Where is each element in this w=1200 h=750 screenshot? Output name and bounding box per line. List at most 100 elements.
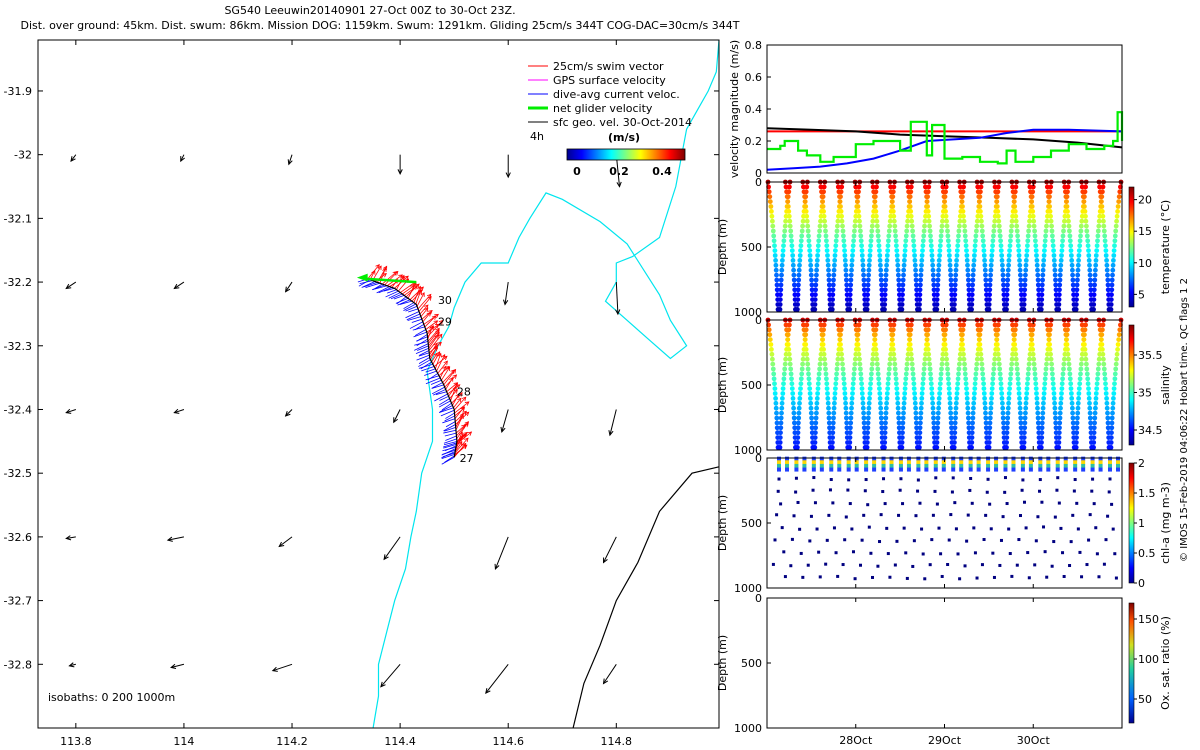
salinity-point (882, 435, 888, 440)
salinity-point (1043, 371, 1048, 377)
salinity-point (773, 405, 779, 411)
salinity-point (1098, 332, 1104, 338)
temperature-point (942, 204, 948, 209)
salinity-point (891, 356, 897, 362)
swim-vector (416, 292, 425, 307)
salinity-point (1114, 351, 1120, 357)
temperature-point (1056, 292, 1062, 298)
salinity-point (1077, 376, 1083, 382)
temperature-point (1015, 238, 1021, 244)
temperature-point (835, 223, 840, 229)
salinity-point (875, 366, 881, 372)
salinity-point (1103, 391, 1109, 396)
geo-vector (65, 535, 76, 541)
temperature-point (995, 209, 1001, 214)
temperature-point (912, 253, 917, 258)
salinity-point (834, 371, 839, 377)
salinity-point (905, 322, 911, 328)
velocity-ytick-label: 0.4 (745, 103, 763, 116)
temperature-point (1104, 258, 1109, 263)
chl-point (867, 525, 871, 529)
temperature-point (826, 272, 832, 278)
salinity-point (812, 435, 818, 440)
temperature-point (952, 287, 958, 293)
salinity-point (906, 327, 911, 333)
temperature-point (830, 287, 836, 293)
salinity-point (773, 396, 778, 401)
salinity-point (864, 445, 870, 450)
salinity-point (943, 347, 948, 352)
temperature-point (970, 277, 976, 283)
temperature-point (901, 262, 907, 268)
salinity-point (1025, 371, 1031, 377)
chl-point (939, 552, 943, 556)
temperature-point (987, 277, 993, 283)
temperature-point (994, 204, 1000, 209)
chl-point (991, 551, 995, 555)
map-ytick-label: -32.5 (4, 467, 32, 480)
temperature-point (921, 233, 927, 239)
chl-point (889, 467, 894, 472)
salinity-point (1024, 391, 1030, 396)
chl-point (1020, 460, 1025, 465)
chl-point (935, 502, 939, 506)
temperature-point (1095, 233, 1101, 239)
swim-vector-head (419, 286, 424, 291)
salinity-point (920, 376, 926, 382)
salinity-point (1087, 400, 1092, 406)
salinity-point (1039, 440, 1044, 445)
salinity-point (961, 356, 967, 362)
temperature-point (963, 243, 969, 249)
chl-point (881, 460, 886, 465)
geo-vector-shaft (66, 536, 76, 539)
temperature-point (979, 218, 984, 224)
salinity-point (814, 400, 820, 406)
geo-vector-shaft (485, 663, 509, 694)
chl-point (1069, 540, 1073, 544)
salinity-point (936, 400, 942, 406)
chl-point (992, 575, 996, 579)
salinity-point (1094, 386, 1100, 391)
temperature-point (827, 287, 832, 293)
salinity-point (904, 366, 910, 372)
temperature-point (874, 184, 879, 190)
salinity-point (900, 420, 906, 426)
geo-vector (500, 409, 509, 433)
temperature-point (974, 218, 980, 224)
salinity-point (853, 322, 859, 328)
temperature-point (878, 272, 884, 278)
salinity-point (911, 381, 917, 387)
temperature-point (970, 272, 976, 278)
temperature-point (895, 258, 900, 263)
salinity-point (1095, 371, 1101, 377)
temperature-point (847, 307, 853, 312)
temperature-point (1027, 218, 1032, 224)
chl-point (968, 456, 973, 461)
salinity-point (1035, 415, 1041, 421)
temperature-point (1076, 258, 1081, 263)
swim-vector (409, 286, 424, 301)
temperature-point (918, 267, 924, 273)
temperature-point (830, 297, 835, 302)
temperature-point (1023, 272, 1028, 278)
salinity-point (894, 381, 899, 387)
temperature-point (1026, 223, 1032, 229)
salinity-point (886, 371, 892, 377)
temperature-point (865, 292, 870, 298)
geo-vector-head (505, 172, 511, 179)
temperature-point (1083, 184, 1088, 190)
temperature-point (844, 277, 849, 283)
temperature-point (830, 292, 836, 298)
temperature-point (842, 258, 848, 263)
dive-avg-vector (358, 279, 371, 287)
salinity-point (866, 410, 871, 416)
temperature-point (791, 272, 797, 278)
salinity-point (970, 415, 976, 421)
salinity-point (833, 376, 839, 382)
temperature-point (1076, 248, 1082, 254)
temperature-point (997, 233, 1003, 239)
temperature-point (1041, 253, 1047, 258)
chl-point (1098, 467, 1103, 472)
salinity-point (839, 356, 845, 362)
temperature-point (812, 297, 818, 302)
